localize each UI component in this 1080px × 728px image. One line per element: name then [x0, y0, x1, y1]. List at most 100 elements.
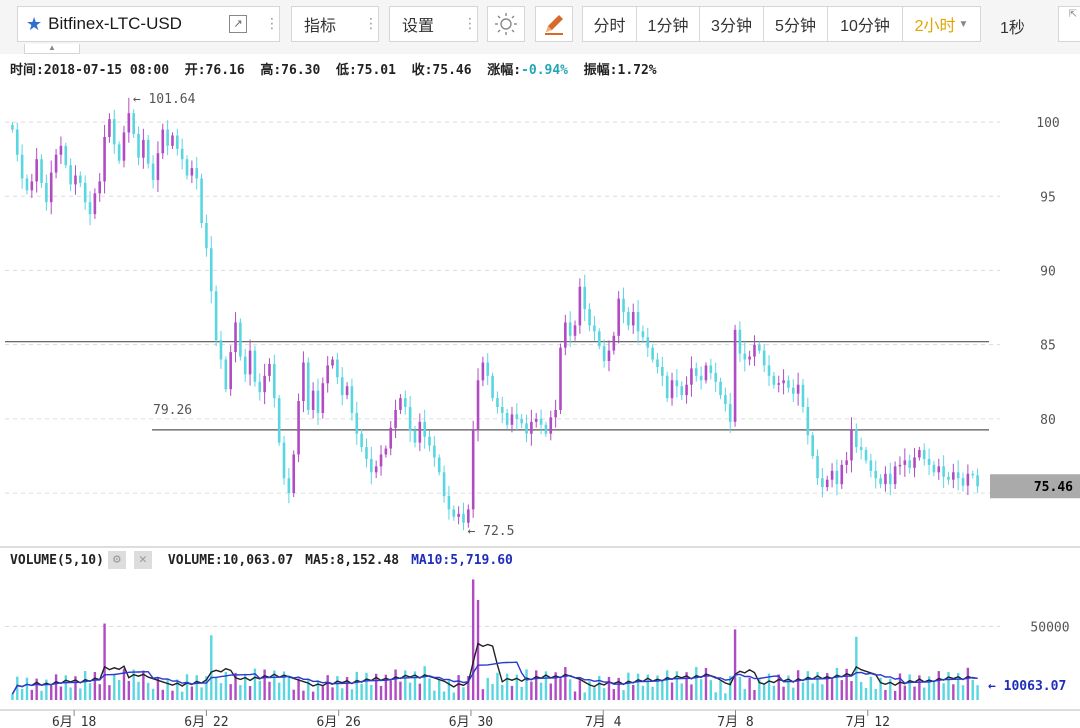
candle-body — [694, 368, 698, 376]
volume-bar — [651, 686, 654, 700]
candle-body — [243, 356, 247, 375]
period-tab-2[interactable]: 3分钟 — [699, 6, 764, 42]
candle-body — [690, 368, 693, 385]
volume-bar — [661, 681, 664, 700]
candle-body — [35, 159, 38, 182]
candle-body — [559, 347, 562, 410]
candle-body — [816, 455, 819, 479]
theme-toggle-button[interactable] — [487, 6, 525, 42]
refresh-interval[interactable]: 1秒 — [1000, 14, 1025, 38]
more-dots-icon[interactable]: ⋮ — [265, 15, 279, 31]
candle-body — [922, 450, 926, 459]
candle-body — [258, 381, 262, 393]
candle-body — [530, 421, 533, 434]
volume-bar — [792, 687, 795, 700]
volume-label: VOLUME: — [167, 552, 223, 568]
change-label: 涨幅: — [487, 63, 522, 78]
price-tick-label: 85 — [1040, 339, 1056, 354]
candle-body — [64, 145, 68, 166]
candle-body — [932, 464, 936, 473]
date-tick-label: 6月 18 — [52, 715, 96, 728]
candle-body — [122, 132, 126, 161]
date-tick-label: 6月 30 — [449, 715, 493, 728]
period-tab-3[interactable]: 5分钟 — [763, 6, 828, 42]
candle-body — [379, 454, 383, 467]
close-value: 75.46 — [432, 63, 472, 78]
volume-title: VOLUME(5,10) — [10, 552, 104, 568]
volume-bar — [190, 686, 194, 700]
volume-bar — [180, 691, 184, 700]
low-marker-label: ← 72.5 — [467, 524, 514, 539]
period-label: 3分钟 — [711, 18, 752, 35]
candle-body — [83, 182, 87, 203]
volume-bar — [772, 685, 776, 700]
volume-bar — [535, 670, 538, 700]
volume-bar — [699, 679, 703, 700]
candle-body — [825, 479, 829, 488]
volume-bar — [656, 675, 659, 700]
chevron-down-icon: ▼ — [958, 18, 969, 30]
period-dropdown-active[interactable]: 2小时 ▼ — [902, 6, 981, 42]
pencil-icon — [545, 15, 563, 35]
amplitude-label: 振幅: — [583, 63, 618, 78]
volume-bar — [578, 680, 582, 700]
candle-body — [714, 372, 717, 382]
candle-body — [835, 470, 839, 485]
volume-bar — [423, 666, 426, 700]
candle-body — [656, 359, 659, 367]
volume-bar — [297, 678, 300, 700]
volume-bar — [457, 675, 460, 700]
volume-bar — [200, 687, 203, 700]
horizontal-line-label: 79.26 — [153, 403, 192, 418]
volume-info-bar: VOLUME(5,10) ⚙ ✕ VOLUME: 10,063.07 MA5: 8,… — [10, 551, 513, 569]
candle-body — [224, 359, 228, 390]
symbol-selector[interactable]: ★ Bitfinex-LTC-USD ↗ ⋮ — [17, 6, 280, 42]
collapse-tab[interactable]: ▲ — [24, 44, 80, 54]
star-icon[interactable]: ★ — [26, 13, 43, 34]
volume-bar — [966, 667, 970, 700]
candle-body — [612, 335, 616, 351]
volume-bar — [98, 684, 101, 700]
candle-body — [665, 375, 669, 399]
candle-body — [59, 145, 63, 155]
candle-body — [452, 509, 456, 517]
volume-bar — [273, 670, 276, 700]
candle-body — [879, 478, 882, 485]
volume-bar — [583, 692, 586, 700]
volume-bar — [632, 684, 635, 700]
fullscreen-button[interactable]: ⇱ — [1058, 6, 1080, 42]
more-dots-icon[interactable]: ⋮ — [364, 15, 378, 31]
volume-bar — [835, 667, 839, 700]
volume-bar — [976, 685, 979, 700]
candle-body — [127, 113, 131, 133]
candle-body — [971, 473, 975, 476]
volume-bar — [729, 675, 732, 700]
period-tab-4[interactable]: 10分钟 — [827, 6, 903, 42]
volume-bar — [108, 685, 111, 700]
gear-icon[interactable]: ⚙ — [107, 551, 126, 569]
volume-bar — [389, 680, 392, 700]
volume-bar — [889, 678, 892, 700]
high-label: 高: — [260, 63, 282, 78]
external-link-icon[interactable]: ↗ — [229, 15, 247, 33]
volume-bar — [913, 686, 916, 700]
settings-button[interactable]: 设置 ⋮ — [389, 6, 478, 42]
volume-bar — [505, 673, 509, 700]
more-dots-icon[interactable]: ⋮ — [463, 15, 477, 31]
close-icon[interactable]: ✕ — [133, 551, 152, 569]
volume-bar — [229, 684, 232, 700]
indicator-button[interactable]: 指标 ⋮ — [291, 6, 379, 42]
candle-body — [137, 133, 140, 158]
candle-body — [326, 365, 329, 384]
volume-bar — [695, 666, 698, 700]
volume-bar — [733, 629, 737, 700]
period-tab-0[interactable]: 分时 — [582, 6, 637, 42]
candle-body — [195, 168, 199, 179]
active-period-label: 2小时 — [914, 18, 956, 35]
candle-body — [374, 466, 378, 473]
candle-body — [777, 383, 781, 385]
candle-body — [253, 350, 257, 382]
draw-tool-button[interactable] — [535, 6, 573, 42]
candle-body — [510, 414, 514, 425]
